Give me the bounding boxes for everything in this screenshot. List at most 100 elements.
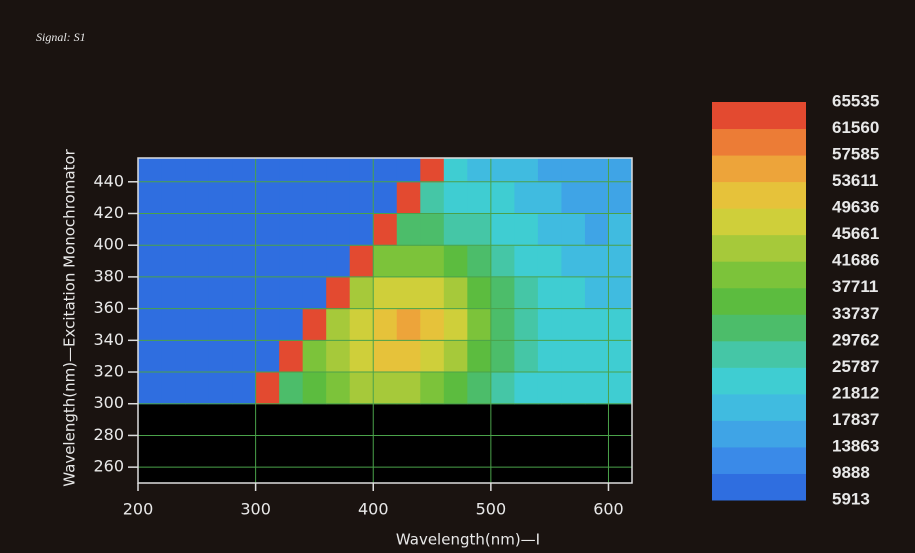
- colorbar-label: 37711: [832, 277, 878, 296]
- heatmap-cell: [350, 309, 374, 341]
- colorbar-band: [712, 341, 806, 368]
- heatmap-cell: [561, 158, 585, 182]
- heatmap-cell: [538, 182, 562, 214]
- heatmap-cell: [256, 372, 280, 404]
- heatmap-cell: [209, 182, 233, 214]
- heatmap-cell: [420, 182, 444, 214]
- heatmap-cell: [373, 309, 397, 341]
- y-tick-label: 340: [93, 330, 124, 349]
- colorbar-band: [712, 182, 806, 209]
- heatmap-cell: [538, 340, 562, 372]
- heatmap-cell: [608, 340, 632, 372]
- heatmap-cell: [350, 158, 374, 182]
- x-tick-label: 500: [476, 500, 507, 519]
- heatmap-cell: [162, 277, 186, 309]
- y-tick-label: 400: [93, 235, 124, 254]
- heatmap-cell: [444, 277, 468, 309]
- heatmap-cell: [232, 340, 256, 372]
- y-tick-label: 280: [93, 425, 124, 444]
- heatmap-cell: [162, 309, 186, 341]
- heatmap-cell: [279, 309, 303, 341]
- heatmap-cell: [420, 309, 444, 341]
- heatmap-cell: [467, 158, 491, 182]
- heatmap-cell: [420, 277, 444, 309]
- heatmap-cell: [491, 213, 515, 245]
- heatmap-cell: [138, 340, 162, 372]
- heatmap-cell: [538, 309, 562, 341]
- heatmap-cell: [444, 245, 468, 277]
- colorbar-band: [712, 394, 806, 421]
- heatmap-cell: [303, 213, 327, 245]
- heatmap-cell: [608, 277, 632, 309]
- heatmap-cell: [185, 309, 209, 341]
- heatmap-cell: [209, 372, 233, 404]
- heatmap-cell: [491, 158, 515, 182]
- heatmap-cell: [514, 309, 538, 341]
- y-tick-label: 440: [93, 171, 124, 190]
- heatmap-cell: [303, 277, 327, 309]
- x-tick-label: 400: [358, 500, 389, 519]
- chart-title: Signal: S1: [36, 30, 86, 44]
- y-axis-label: Wavelength(nm)—Excitation Monochromator: [61, 148, 79, 486]
- heatmap-cell: [444, 213, 468, 245]
- screen: Signal: S1 Wavelength(nm)—I Wavelength(n…: [0, 0, 915, 553]
- colorbar-label: 41686: [832, 251, 879, 270]
- heatmap-cell: [420, 340, 444, 372]
- heatmap-cell: [561, 245, 585, 277]
- colorbar-label: 5913: [832, 489, 870, 508]
- heatmap-cell: [444, 158, 468, 182]
- heatmap-cell: [326, 158, 350, 182]
- heatmap-cell: [303, 182, 327, 214]
- heatmap-cell: [185, 158, 209, 182]
- colorbar-label: 53611: [832, 171, 878, 190]
- heatmap-cell: [397, 213, 421, 245]
- colorbar-band: [712, 261, 806, 288]
- heatmap-cell: [209, 213, 233, 245]
- heatmap-cell: [303, 372, 327, 404]
- heatmap-cell: [397, 277, 421, 309]
- heatmap-cell: [279, 372, 303, 404]
- heatmap-cell: [420, 245, 444, 277]
- colorbar-label: 61560: [832, 118, 879, 137]
- heatmap-cell: [491, 182, 515, 214]
- heatmap-cell: [232, 277, 256, 309]
- heatmap-cell: [514, 213, 538, 245]
- heatmap-cell: [326, 340, 350, 372]
- heatmap-cell: [350, 182, 374, 214]
- colorbar-label: 13863: [832, 436, 879, 455]
- heatmap-cell: [232, 213, 256, 245]
- heatmap-cell: [373, 245, 397, 277]
- heatmap-cell: [491, 245, 515, 277]
- heatmap-cell: [162, 372, 186, 404]
- heatmap-cell: [467, 213, 491, 245]
- heatmap-cell: [350, 245, 374, 277]
- heatmap-cell: [467, 277, 491, 309]
- heatmap-cell: [420, 158, 444, 182]
- colorbar-label: 9888: [832, 463, 870, 482]
- heatmap-cell: [585, 213, 609, 245]
- heatmap-cell: [467, 182, 491, 214]
- heatmap-cell: [303, 309, 327, 341]
- heatmap-cell: [350, 340, 374, 372]
- heatmap-cell: [162, 158, 186, 182]
- heatmap-cell: [303, 158, 327, 182]
- heatmap-cell: [561, 213, 585, 245]
- heatmap-cell: [585, 309, 609, 341]
- colorbar-band: [712, 314, 806, 341]
- heatmap-cell: [138, 182, 162, 214]
- colorbar-label: 49636: [832, 198, 879, 217]
- heatmap-cell: [326, 309, 350, 341]
- heatmap-cell: [420, 213, 444, 245]
- heatmap-cell: [279, 213, 303, 245]
- colorbar-band: [712, 473, 806, 500]
- heatmap-cell: [162, 182, 186, 214]
- y-tick-label: 380: [93, 266, 124, 285]
- y-tick-label: 300: [93, 393, 124, 412]
- heatmap-cell: [232, 309, 256, 341]
- y-tick-label: 260: [93, 457, 124, 476]
- heatmap-cell: [326, 213, 350, 245]
- heatmap-cell: [608, 309, 632, 341]
- colorbar-label: 45661: [832, 224, 879, 243]
- heatmap-cell: [185, 245, 209, 277]
- heatmap-cell: [279, 340, 303, 372]
